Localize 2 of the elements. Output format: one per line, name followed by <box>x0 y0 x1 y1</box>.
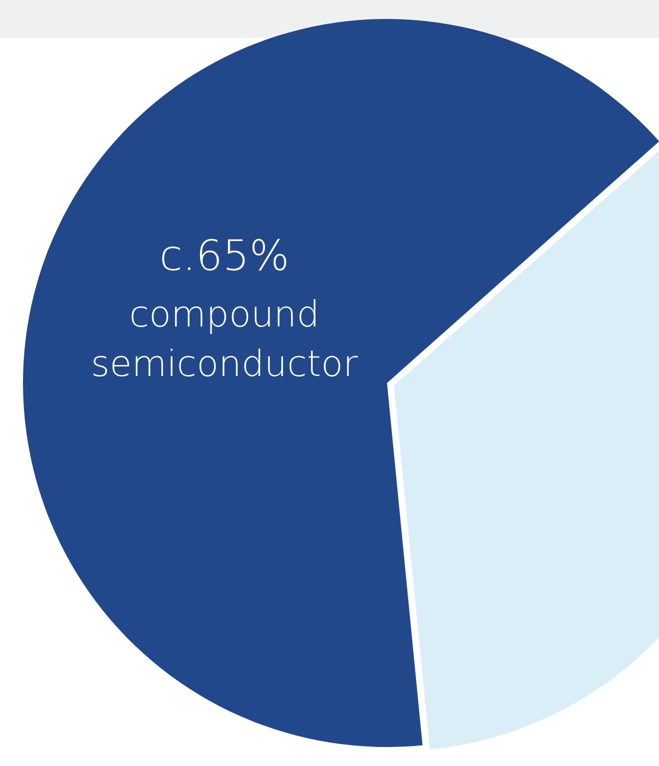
slice-label: compound semiconductor <box>90 294 358 386</box>
data-label: c.65% <box>159 231 290 280</box>
